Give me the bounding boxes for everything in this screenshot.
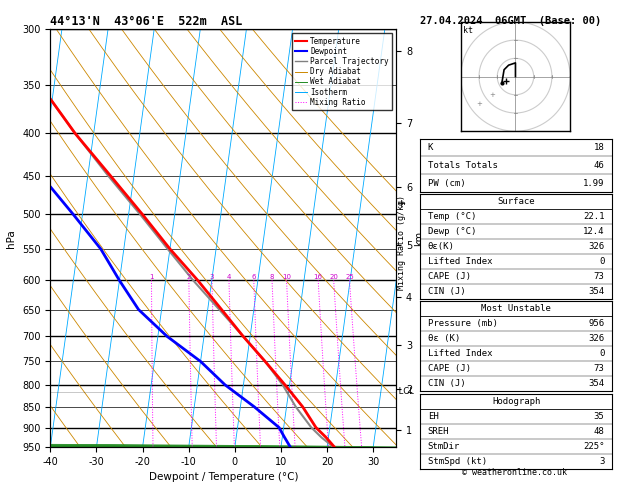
Text: 73: 73 bbox=[594, 364, 604, 373]
Text: Lifted Index: Lifted Index bbox=[428, 257, 493, 266]
Text: Lifted Index: Lifted Index bbox=[428, 349, 493, 358]
Text: 956: 956 bbox=[588, 319, 604, 329]
Text: kt: kt bbox=[463, 26, 473, 35]
Text: 18: 18 bbox=[594, 143, 604, 152]
Text: +: + bbox=[476, 101, 482, 107]
Text: 22.1: 22.1 bbox=[583, 212, 604, 221]
Text: CIN (J): CIN (J) bbox=[428, 379, 465, 388]
Text: Dewp (°C): Dewp (°C) bbox=[428, 227, 476, 236]
Text: 25: 25 bbox=[345, 275, 354, 280]
Text: 16: 16 bbox=[314, 275, 323, 280]
Text: 1.99: 1.99 bbox=[583, 178, 604, 188]
Text: 6: 6 bbox=[252, 275, 256, 280]
Text: Pressure (mb): Pressure (mb) bbox=[428, 319, 498, 329]
Text: +: + bbox=[397, 199, 406, 209]
Text: 20: 20 bbox=[329, 275, 338, 280]
Text: 3: 3 bbox=[599, 457, 604, 466]
Text: θε(K): θε(K) bbox=[428, 242, 455, 251]
Text: 8: 8 bbox=[270, 275, 274, 280]
Text: 3: 3 bbox=[209, 275, 214, 280]
Text: StmSpd (kt): StmSpd (kt) bbox=[428, 457, 487, 466]
Text: Most Unstable: Most Unstable bbox=[481, 304, 551, 313]
Text: Hodograph: Hodograph bbox=[492, 397, 540, 406]
Text: θε (K): θε (K) bbox=[428, 334, 460, 343]
Text: 44°13'N  43°06'E  522m  ASL: 44°13'N 43°06'E 522m ASL bbox=[50, 15, 243, 28]
Text: 0: 0 bbox=[599, 349, 604, 358]
Text: 46: 46 bbox=[594, 161, 604, 170]
Text: 1: 1 bbox=[149, 275, 153, 280]
Text: Temp (°C): Temp (°C) bbox=[428, 212, 476, 221]
Text: 326: 326 bbox=[588, 334, 604, 343]
Legend: Temperature, Dewpoint, Parcel Trajectory, Dry Adiabat, Wet Adiabat, Isotherm, Mi: Temperature, Dewpoint, Parcel Trajectory… bbox=[292, 33, 392, 110]
Text: 354: 354 bbox=[588, 287, 604, 296]
Text: CAPE (J): CAPE (J) bbox=[428, 364, 471, 373]
Text: 0: 0 bbox=[599, 257, 604, 266]
Text: 225°: 225° bbox=[583, 442, 604, 451]
Text: 35: 35 bbox=[594, 412, 604, 421]
Text: PW (cm): PW (cm) bbox=[428, 178, 465, 188]
Y-axis label: km
ASL: km ASL bbox=[414, 229, 435, 247]
Text: Totals Totals: Totals Totals bbox=[428, 161, 498, 170]
Text: EH: EH bbox=[428, 412, 438, 421]
Y-axis label: hPa: hPa bbox=[6, 229, 16, 247]
Text: CIN (J): CIN (J) bbox=[428, 287, 465, 296]
Text: +: + bbox=[490, 92, 496, 98]
Text: 2: 2 bbox=[187, 275, 191, 280]
Text: Mixing Ratio (g/kg): Mixing Ratio (g/kg) bbox=[397, 195, 406, 291]
Text: 10: 10 bbox=[282, 275, 291, 280]
Text: CAPE (J): CAPE (J) bbox=[428, 272, 471, 281]
Text: 12.4: 12.4 bbox=[583, 227, 604, 236]
X-axis label: Dewpoint / Temperature (°C): Dewpoint / Temperature (°C) bbox=[148, 472, 298, 483]
Text: Surface: Surface bbox=[498, 197, 535, 207]
Text: © weatheronline.co.uk: © weatheronline.co.uk bbox=[462, 468, 567, 477]
Text: LCL: LCL bbox=[396, 387, 414, 396]
Text: SREH: SREH bbox=[428, 427, 449, 436]
Text: 4: 4 bbox=[227, 275, 231, 280]
Text: K: K bbox=[428, 143, 433, 152]
Text: StmDir: StmDir bbox=[428, 442, 460, 451]
Text: 73: 73 bbox=[594, 272, 604, 281]
Text: 354: 354 bbox=[588, 379, 604, 388]
Text: 27.04.2024  06GMT  (Base: 00): 27.04.2024 06GMT (Base: 00) bbox=[420, 16, 601, 26]
Text: 48: 48 bbox=[594, 427, 604, 436]
Text: 326: 326 bbox=[588, 242, 604, 251]
